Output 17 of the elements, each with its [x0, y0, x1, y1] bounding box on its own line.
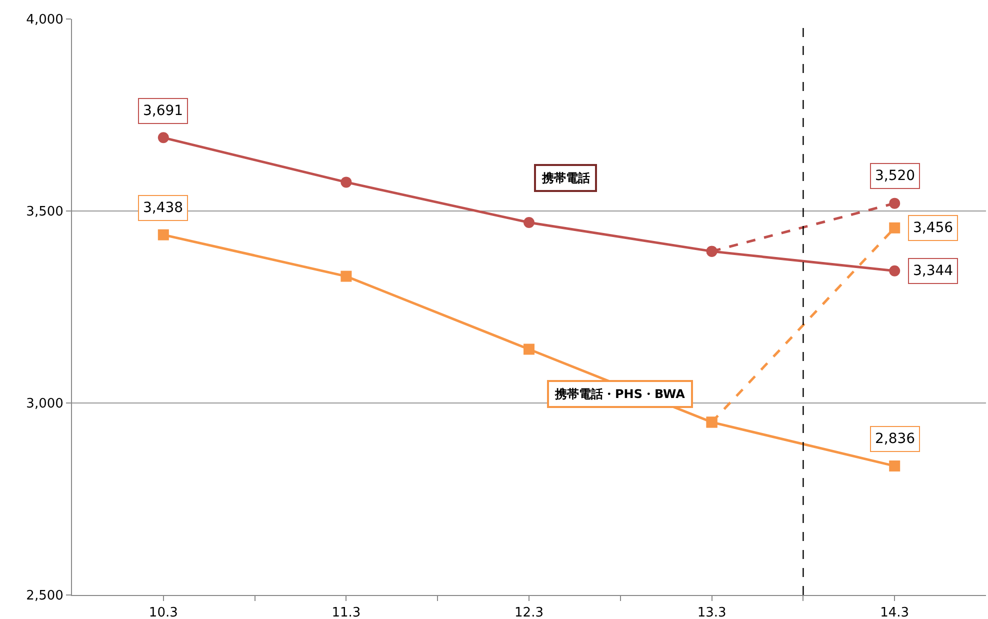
- y-tick-label: 2,500: [26, 588, 64, 604]
- y-tick-label: 3,500: [26, 204, 64, 220]
- data-label: 3,438: [143, 200, 184, 216]
- y-tick-label: 3,000: [26, 396, 64, 412]
- data-label: 3,520: [875, 168, 916, 184]
- data-label: 2,836: [875, 431, 916, 447]
- x-tick-label: 12.3: [514, 606, 544, 619]
- text: 携帯電話: [541, 171, 590, 185]
- x-tick-label: 13.3: [697, 606, 726, 619]
- y-tick-label: 4,000: [26, 12, 64, 28]
- series-label: 携帯電話・PHS・BWA: [554, 387, 686, 401]
- x-tick-label: 14.3: [880, 606, 910, 619]
- x-tick-label: 11.3: [332, 606, 361, 619]
- x-tick-label: 10.3: [148, 606, 178, 619]
- data-label: 3,456: [913, 220, 954, 236]
- data-label: 3,344: [913, 263, 954, 279]
- data-label: 3,691: [143, 103, 184, 119]
